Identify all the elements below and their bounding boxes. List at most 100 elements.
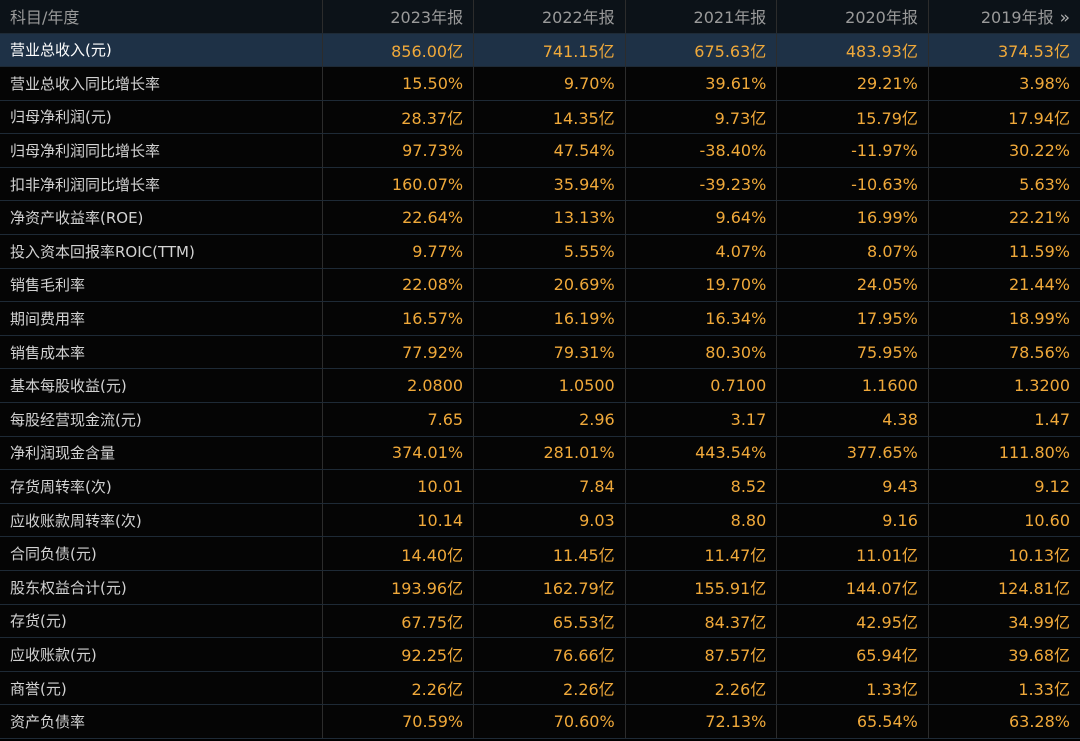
double-chevron-right-icon[interactable]: » (1059, 8, 1070, 29)
value-cell: 21.44% (928, 268, 1080, 303)
value-cell: 8.52 (625, 469, 778, 504)
value-cell: 3.98% (928, 66, 1080, 101)
value-cell: 10.01 (322, 469, 475, 504)
value-cell: 65.54% (776, 704, 929, 739)
value-cell: 22.08% (322, 268, 475, 303)
value-cell: 9.73亿 (625, 100, 778, 135)
value-cell: 856.00亿 (322, 33, 475, 68)
table-row[interactable]: 应收账款周转率(次) 10.14 9.03 8.80 9.16 10.60 (0, 503, 1080, 538)
value-cell: 8.80 (625, 503, 778, 538)
value-cell: 483.93亿 (776, 33, 929, 68)
table-row[interactable]: 每股经营现金流(元) 7.65 2.96 3.17 4.38 1.47 (0, 402, 1080, 437)
value-cell: 10.14 (322, 503, 475, 538)
table-row[interactable]: 投入资本回报率ROIC(TTM) 9.77% 5.55% 4.07% 8.07% 11.5… (0, 234, 1080, 269)
value-cell: 22.64% (322, 200, 475, 236)
row-label: 资产负债率 (0, 704, 323, 739)
row-label: 净资产收益率(ROE) (0, 200, 323, 236)
table-row[interactable]: 营业总收入(元) 856.00亿 741.15亿 675.63亿 483.93亿 374.… (0, 33, 1080, 68)
column-header-2023[interactable]: 2023年报 (322, 0, 475, 34)
value-cell: 18.99% (928, 301, 1080, 336)
value-cell: 1.33亿 (776, 671, 929, 706)
value-cell: 111.80% (928, 436, 1080, 471)
value-cell: 16.19% (473, 301, 626, 336)
value-cell: 2.96 (473, 402, 626, 437)
value-cell: 193.96亿 (322, 570, 475, 605)
value-cell: 1.3200 (928, 368, 1080, 404)
table-row[interactable]: 商誉(元) 2.26亿 2.26亿 2.26亿 1.33亿 1.33亿 (0, 671, 1080, 706)
column-header-2022[interactable]: 2022年报 (473, 0, 626, 34)
value-cell: 377.65% (776, 436, 929, 471)
value-cell: 1.0500 (473, 368, 626, 404)
table-row[interactable]: 应收账款(元) 92.25亿 76.66亿 87.57亿 65.94亿 39.68亿 (0, 637, 1080, 672)
row-label: 归母净利润同比增长率 (0, 133, 323, 168)
value-cell: -10.63% (776, 167, 929, 202)
table-row[interactable]: 扣非净利润同比增长率 160.07% 35.94% -39.23% -10.63% 5.6… (0, 167, 1080, 202)
value-cell: 374.53亿 (928, 33, 1080, 68)
value-cell: 9.77% (322, 234, 475, 269)
table-row[interactable]: 归母净利润同比增长率 97.73% 47.54% -38.40% -11.97% 30.2… (0, 133, 1080, 168)
value-cell: 281.01% (473, 436, 626, 471)
value-cell: 15.50% (322, 66, 475, 101)
value-cell: 14.40亿 (322, 536, 475, 571)
column-header-2019[interactable]: 2019年报» (928, 0, 1080, 34)
value-cell: -11.97% (776, 133, 929, 168)
table-row[interactable]: 净利润现金含量 374.01% 281.01% 443.54% 377.65% 111.8… (0, 436, 1080, 471)
row-label: 存货(元) (0, 604, 323, 639)
row-label: 扣非净利润同比增长率 (0, 167, 323, 202)
value-cell: 22.21% (928, 200, 1080, 236)
value-cell: 17.94亿 (928, 100, 1080, 135)
value-cell: 70.59% (322, 704, 475, 739)
table-row[interactable]: 净资产收益率(ROE) 22.64% 13.13% 9.64% 16.99% 22.21% (0, 200, 1080, 236)
table-row[interactable]: 资产负债率 70.59% 70.60% 72.13% 65.54% 63.28% (0, 704, 1080, 739)
value-cell: 9.03 (473, 503, 626, 538)
value-cell: 4.38 (776, 402, 929, 437)
table-row[interactable]: 基本每股收益(元) 2.0800 1.0500 0.7100 1.1600 1.3200 (0, 368, 1080, 404)
table-row[interactable]: 营业总收入同比增长率 15.50% 9.70% 39.61% 29.21% 3.98% (0, 66, 1080, 101)
table-row[interactable]: 销售成本率 77.92% 79.31% 80.30% 75.95% 78.56% (0, 335, 1080, 370)
value-cell: 42.95亿 (776, 604, 929, 639)
table-header: 科目/年度 2023年报 2022年报 2021年报 2020年报 2019年报… (0, 0, 1080, 34)
value-cell: 16.34% (625, 301, 778, 336)
row-label: 净利润现金含量 (0, 436, 323, 471)
table-row[interactable]: 存货(元) 67.75亿 65.53亿 84.37亿 42.95亿 34.99亿 (0, 604, 1080, 639)
value-cell: 7.65 (322, 402, 475, 437)
table-row[interactable]: 归母净利润(元) 28.37亿 14.35亿 9.73亿 15.79亿 17.94亿 (0, 100, 1080, 135)
value-cell: 17.95% (776, 301, 929, 336)
value-cell: 97.73% (322, 133, 475, 168)
value-cell: 78.56% (928, 335, 1080, 370)
value-cell: 35.94% (473, 167, 626, 202)
value-cell: 162.79亿 (473, 570, 626, 605)
column-header-2021[interactable]: 2021年报 (625, 0, 778, 34)
value-cell: 24.05% (776, 268, 929, 303)
row-label: 应收账款周转率(次) (0, 503, 323, 538)
value-cell: 11.59% (928, 234, 1080, 269)
value-cell: 8.07% (776, 234, 929, 269)
value-cell: 79.31% (473, 335, 626, 370)
table-row[interactable]: 期间费用率 16.57% 16.19% 16.34% 17.95% 18.99% (0, 301, 1080, 336)
table-row[interactable]: 合同负债(元) 14.40亿 11.45亿 11.47亿 11.01亿 10.13亿 (0, 536, 1080, 571)
row-label: 期间费用率 (0, 301, 323, 336)
value-cell: 70.60% (473, 704, 626, 739)
table-row[interactable]: 销售毛利率 22.08% 20.69% 19.70% 24.05% 21.44% (0, 268, 1080, 303)
row-label: 归母净利润(元) (0, 100, 323, 135)
value-cell: 2.26亿 (625, 671, 778, 706)
value-cell: 28.37亿 (322, 100, 475, 135)
value-cell: 144.07亿 (776, 570, 929, 605)
value-cell: 11.47亿 (625, 536, 778, 571)
table-row[interactable]: 股东权益合计(元) 193.96亿 162.79亿 155.91亿 144.07亿 124… (0, 570, 1080, 605)
row-label: 股东权益合计(元) (0, 570, 323, 605)
row-label: 每股经营现金流(元) (0, 402, 323, 437)
row-label: 投入资本回报率ROIC(TTM) (0, 234, 323, 269)
value-cell: 14.35亿 (473, 100, 626, 135)
value-cell: 47.54% (473, 133, 626, 168)
value-cell: 34.99亿 (928, 604, 1080, 639)
value-cell: 9.12 (928, 469, 1080, 504)
table-row[interactable]: 存货周转率(次) 10.01 7.84 8.52 9.43 9.12 (0, 469, 1080, 504)
value-cell: 16.99% (776, 200, 929, 236)
value-cell: 11.45亿 (473, 536, 626, 571)
value-cell: 124.81亿 (928, 570, 1080, 605)
value-cell: 19.70% (625, 268, 778, 303)
column-header-2020[interactable]: 2020年报 (776, 0, 929, 34)
value-cell: 72.13% (625, 704, 778, 739)
value-cell: 16.57% (322, 301, 475, 336)
